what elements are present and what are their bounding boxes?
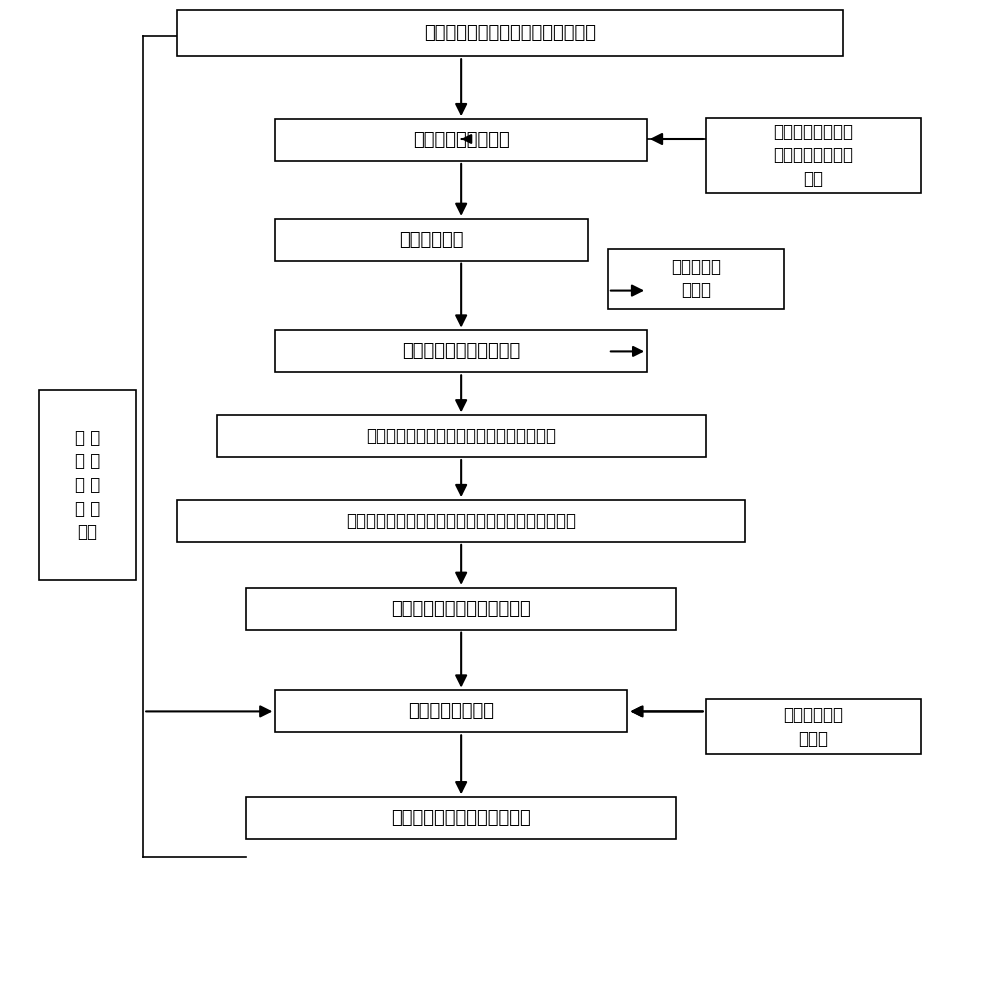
Text: 进行车轨动力耦合: 进行车轨动力耦合 bbox=[408, 702, 494, 720]
Text: 对结构施加伤
损病害: 对结构施加伤 损病害 bbox=[783, 706, 844, 748]
FancyBboxPatch shape bbox=[246, 588, 676, 630]
Text: 疲劳结果分析得出疲劳寿命，分析破坏形式: 疲劳结果分析得出疲劳寿命，分析破坏形式 bbox=[366, 427, 556, 445]
FancyBboxPatch shape bbox=[276, 119, 647, 161]
Text: 对结构进行疲劳寿命计算: 对结构进行疲劳寿命计算 bbox=[402, 342, 520, 360]
Text: 增 加
列 车
轨 道
耦 合
模块: 增 加 列 车 轨 道 耦 合 模块 bbox=[75, 429, 100, 541]
FancyBboxPatch shape bbox=[705, 118, 921, 193]
FancyBboxPatch shape bbox=[178, 10, 843, 56]
Text: 伤损病害发展演变三维可视化: 伤损病害发展演变三维可视化 bbox=[391, 600, 531, 618]
FancyBboxPatch shape bbox=[608, 249, 784, 309]
Text: 对结构进行受力分析: 对结构进行受力分析 bbox=[413, 131, 509, 149]
FancyBboxPatch shape bbox=[705, 699, 921, 754]
Text: 输入分析参数、初
始已有伤损等力学
条件: 输入分析参数、初 始已有伤损等力学 条件 bbox=[773, 123, 853, 188]
FancyBboxPatch shape bbox=[217, 415, 705, 457]
Text: 采用扩展有限元方法进行伤损病害发展演变过程分析: 采用扩展有限元方法进行伤损病害发展演变过程分析 bbox=[346, 512, 576, 530]
Text: 生成结果文件: 生成结果文件 bbox=[399, 231, 464, 249]
FancyBboxPatch shape bbox=[178, 500, 745, 542]
FancyBboxPatch shape bbox=[246, 797, 676, 839]
FancyBboxPatch shape bbox=[276, 330, 647, 372]
Text: 采用有限元软件建立整体有限元模型: 采用有限元软件建立整体有限元模型 bbox=[424, 24, 596, 42]
FancyBboxPatch shape bbox=[276, 219, 589, 261]
FancyBboxPatch shape bbox=[38, 390, 136, 580]
Text: 完成病害对列车运行影响评价: 完成病害对列车运行影响评价 bbox=[391, 809, 531, 827]
FancyBboxPatch shape bbox=[276, 690, 628, 732]
Text: 导入疲劳分
析软件: 导入疲劳分 析软件 bbox=[671, 258, 721, 299]
